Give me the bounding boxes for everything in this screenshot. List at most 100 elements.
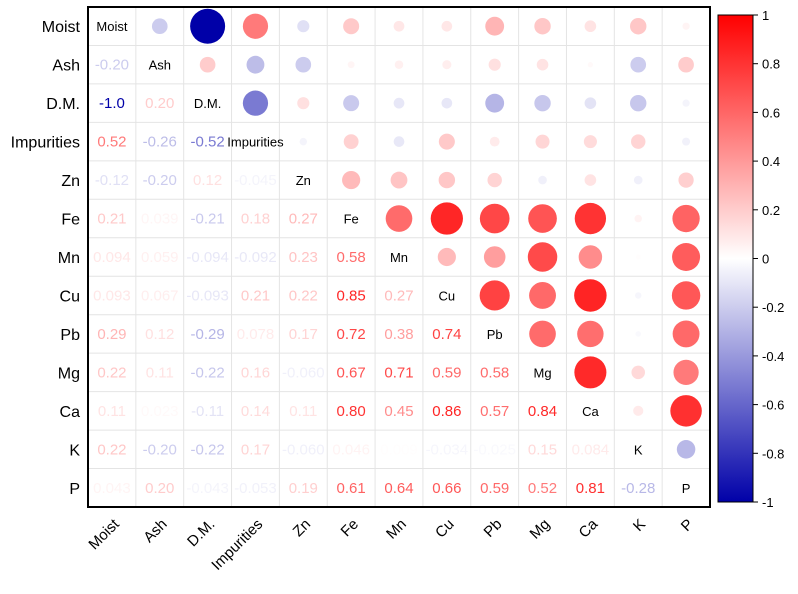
correlation-value-label: -0.092 xyxy=(234,249,277,266)
colorbar-tick-label: -1 xyxy=(762,495,774,510)
x-axis-label: K xyxy=(630,516,649,535)
correlation-circle xyxy=(487,172,502,188)
correlation-circle xyxy=(190,8,226,44)
diagonal-label: Impurities xyxy=(227,135,284,150)
diagonal-label: Pb xyxy=(487,327,503,342)
correlation-value-label: 0.72 xyxy=(337,326,366,343)
correlation-circle xyxy=(631,134,646,149)
correlation-circle xyxy=(678,172,694,188)
correlation-circle xyxy=(578,245,603,269)
correlation-value-label: 0.11 xyxy=(146,364,174,381)
correlation-value-label: 0.58 xyxy=(480,364,509,381)
correlation-circle xyxy=(437,247,456,267)
correlation-value-label: -0.22 xyxy=(191,364,225,381)
correlation-circle xyxy=(583,135,597,149)
correlation-circle xyxy=(678,56,694,73)
correlation-value-label: 0.58 xyxy=(337,249,366,266)
correlation-value-label: 0.22 xyxy=(289,287,318,304)
correlation-value-label: 0.19 xyxy=(289,480,318,497)
plot-frame xyxy=(87,6,711,508)
x-axis-label: D.M. xyxy=(184,516,218,550)
y-axis-label: Mg xyxy=(58,365,80,382)
correlation-circle xyxy=(634,214,642,223)
correlation-value-label: -0.060 xyxy=(282,364,325,381)
colorbar: 1 0.8 0.6 0.4 0.2 0 -0.2 -0.4 -0.6 -0.8 -1 xyxy=(717,8,784,510)
correlation-value-label: 0.20 xyxy=(145,95,174,112)
y-axis-label: Zn xyxy=(61,173,80,190)
correlation-value-label: 0.66 xyxy=(432,480,461,497)
x-axis-label: Zn xyxy=(290,516,314,540)
correlation-circle xyxy=(630,94,647,112)
correlation-circle xyxy=(631,365,646,380)
y-axis-label: Fe xyxy=(61,212,80,229)
correlation-circle xyxy=(488,58,501,71)
correlation-value-label: 0.57 xyxy=(480,403,509,420)
correlation-value-label: 0.023 xyxy=(141,403,179,420)
correlation-circle xyxy=(673,359,699,386)
correlation-value-label: 0.043 xyxy=(93,480,131,497)
correlation-value-label: 0.14 xyxy=(241,403,270,420)
correlation-circle xyxy=(584,20,597,33)
correlation-value-label: 0.80 xyxy=(337,403,366,420)
y-axis-label: Ca xyxy=(60,404,81,421)
correlation-value-label: 0.22 xyxy=(97,441,126,458)
correlation-circle xyxy=(672,243,701,271)
diagonal-label: D.M. xyxy=(194,96,221,111)
correlation-circle xyxy=(441,20,453,32)
correlation-value-label: 0.52 xyxy=(97,134,126,151)
correlation-circle xyxy=(385,205,413,232)
y-axis-label: K xyxy=(69,442,80,459)
correlation-circle xyxy=(343,95,360,112)
correlation-value-label: -0.094 xyxy=(186,249,229,266)
correlation-circle xyxy=(670,395,702,427)
grid-layer xyxy=(88,7,710,507)
correlation-value-label: 0.64 xyxy=(384,480,413,497)
correlation-value-label: 0.27 xyxy=(289,211,318,228)
correlation-value-label: -0.29 xyxy=(191,326,225,343)
x-axis-label: P xyxy=(678,516,697,535)
correlation-value-label: -0.28 xyxy=(621,480,655,497)
correlation-circle xyxy=(671,281,701,310)
y-axis-label: D.M. xyxy=(46,96,80,113)
correlation-circle xyxy=(297,20,310,33)
correlation-value-label: 0.84 xyxy=(528,403,557,420)
colorbar-tick-label: -0.2 xyxy=(762,300,784,315)
colorbar-tick-label: 0.6 xyxy=(762,105,780,120)
correlation-circle xyxy=(199,56,216,73)
correlation-value-label: -1.0 xyxy=(99,95,125,112)
diagonal-label: Zn xyxy=(296,173,311,188)
correlation-circle xyxy=(536,58,549,71)
correlation-circle xyxy=(635,292,642,299)
correlation-value-label: 0.15 xyxy=(528,441,557,458)
diagonal-label: Ash xyxy=(149,58,171,73)
correlation-value-label: 0.59 xyxy=(480,480,509,497)
x-axis-label: Impurities xyxy=(208,516,266,574)
correlation-circle xyxy=(682,22,690,30)
correlation-circle xyxy=(483,246,506,268)
diagonal-label: Mn xyxy=(390,250,408,265)
x-axis-label: Ca xyxy=(576,515,602,541)
correlation-value-label: -0.20 xyxy=(143,172,177,189)
correlation-value-label: 0.23 xyxy=(289,249,318,266)
colorbar-tick-label: 1 xyxy=(762,8,769,23)
correlation-value-label: -0.20 xyxy=(143,441,177,458)
correlation-circle xyxy=(438,171,456,189)
correlation-circle xyxy=(574,279,607,312)
correlation-value-label: 0.093 xyxy=(93,287,131,304)
correlation-value-label: 0.11 xyxy=(289,403,317,420)
correlation-circle xyxy=(535,134,550,149)
correlation-value-label: 0.094 xyxy=(93,249,131,266)
correlation-circle xyxy=(343,18,360,35)
correlation-value-label: 0.084 xyxy=(572,441,610,458)
colorbar-tick-label: 0.4 xyxy=(762,154,780,169)
correlation-value-label: 0.86 xyxy=(432,403,461,420)
correlation-circle xyxy=(633,175,643,185)
correlation-value-label: -0.025 xyxy=(473,441,516,458)
correlation-value-label: -0.12 xyxy=(95,172,129,189)
correlation-circle xyxy=(534,18,551,35)
colorbar-tick-label: -0.6 xyxy=(762,398,784,413)
y-axis-label: Cu xyxy=(60,288,80,305)
x-axis-label: Mg xyxy=(527,516,554,543)
